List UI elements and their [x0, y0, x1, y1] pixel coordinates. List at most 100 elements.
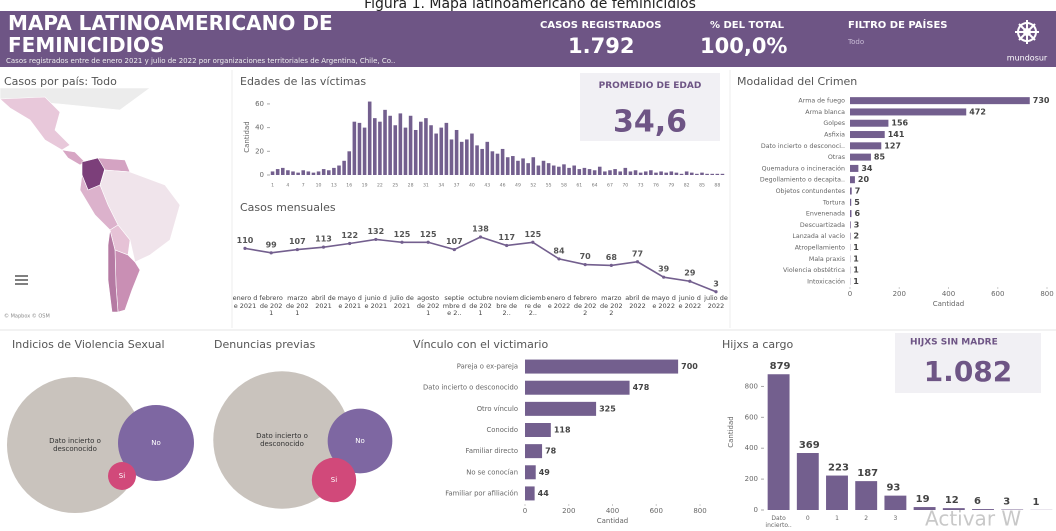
- bar: [393, 125, 398, 175]
- bar: [531, 157, 536, 175]
- chart-title: Vínculo con el victimario: [413, 338, 548, 351]
- filter-label: FILTRO DE PAÍSES: [848, 18, 948, 31]
- value-label: 78: [545, 447, 557, 456]
- x-tick-label: 55: [546, 183, 552, 189]
- bar: [388, 115, 392, 175]
- bar: [511, 156, 515, 175]
- bar: [316, 171, 321, 175]
- x-tick-label: enero de 2022: [546, 294, 572, 310]
- bar: [516, 160, 520, 175]
- value-label: 77: [632, 249, 643, 258]
- value-label: 19: [916, 494, 930, 505]
- bar: [884, 495, 907, 510]
- x-tick-label: octubre de 2021: [468, 294, 493, 317]
- point: [609, 263, 613, 268]
- x-tick-label: 64: [592, 183, 598, 189]
- bar: [470, 133, 474, 175]
- bubble-label: Si: [118, 472, 126, 480]
- bar: [424, 118, 428, 175]
- bar: [649, 170, 653, 175]
- bar: [347, 151, 352, 175]
- value-label: 125: [394, 230, 411, 239]
- point: [557, 257, 561, 261]
- bar: [280, 167, 285, 175]
- bar: [913, 507, 936, 510]
- bar: [603, 171, 607, 175]
- x-tick-label: 200: [562, 507, 575, 515]
- x-tick-label: abril de 2021: [311, 294, 336, 310]
- x-tick-label: 3: [893, 515, 898, 522]
- value-label: 6: [854, 209, 860, 218]
- value-label: 39: [658, 265, 670, 274]
- x-tick-label: 800: [1040, 290, 1053, 298]
- x-tick-label: febrero de 2022: [573, 294, 597, 317]
- bar: [850, 210, 852, 218]
- bar: [444, 122, 449, 175]
- x-tick-label: 800: [693, 507, 706, 515]
- x-tick-label: 7: [302, 183, 305, 189]
- point: [243, 246, 247, 250]
- bar: [419, 121, 423, 175]
- bar: [525, 401, 597, 416]
- x-tick-label: 85: [699, 183, 705, 189]
- bar: [850, 164, 859, 172]
- x-tick-label: 31: [423, 183, 429, 189]
- value-label: 1: [853, 243, 859, 252]
- bar: [291, 171, 295, 175]
- x-tick-label: 58: [561, 183, 567, 189]
- value-label: 879: [770, 361, 791, 372]
- value-label: 132: [367, 227, 384, 236]
- category-label: Golpes: [823, 120, 845, 127]
- chart-title: Denuncias previas: [214, 338, 316, 351]
- bar: [850, 187, 852, 195]
- value-label: 5: [854, 198, 860, 207]
- menu-icon[interactable]: [15, 275, 28, 285]
- bar: [700, 172, 704, 175]
- x-tick-label: 600: [991, 290, 1004, 298]
- bar: [398, 113, 403, 175]
- x-tick-label: 43: [484, 183, 490, 189]
- kpi-label: % DEL TOTAL: [710, 20, 785, 31]
- bar: [643, 171, 648, 175]
- x-tick-label: noviembre de 2..: [494, 294, 519, 317]
- category-label: Objetos contundentes: [776, 188, 845, 195]
- x-tick-label: 52: [530, 183, 536, 189]
- value-label: 29: [684, 269, 696, 278]
- x-tick-label: 40: [469, 183, 475, 189]
- line: [244, 236, 717, 293]
- bar: [383, 109, 387, 175]
- value-label: 49: [539, 468, 551, 477]
- point: [688, 279, 692, 283]
- category-label: Degollamiento o decapita..: [760, 177, 845, 184]
- filter-value[interactable]: Todo: [847, 38, 864, 46]
- bar: [449, 139, 454, 175]
- category-label: Otras: [828, 154, 845, 161]
- value-label: 70: [580, 252, 592, 261]
- category-label: No se conocían: [466, 468, 518, 476]
- value-label: 93: [886, 483, 900, 494]
- category-label: Descuartizada: [800, 222, 845, 229]
- map: [0, 87, 181, 313]
- x-tick-label: febrero de 2021: [259, 294, 283, 317]
- value-label: 107: [446, 237, 463, 246]
- bar: [403, 127, 408, 175]
- x-tick-label: junio de 2022: [678, 294, 702, 310]
- bar: [597, 166, 602, 175]
- bar: [311, 172, 316, 175]
- kpi-label: CASOS REGISTRADOS: [540, 20, 661, 31]
- x-tick-label: 0: [848, 290, 852, 298]
- logo: [1015, 20, 1039, 44]
- chart-title: Modalidad del Crimen: [737, 75, 857, 88]
- value-label: 156: [891, 119, 908, 128]
- category-label: Pareja o ex-pareja: [457, 363, 518, 371]
- value-label: 1: [853, 266, 859, 275]
- bar: [306, 171, 311, 175]
- value-label: 1: [853, 277, 859, 286]
- point: [452, 247, 456, 252]
- x-tick-label: 400: [942, 290, 955, 298]
- bar: [796, 453, 819, 510]
- bar: [582, 167, 587, 175]
- bar: [695, 173, 699, 175]
- y-tick-label: 60: [255, 100, 264, 108]
- bar: [855, 481, 878, 510]
